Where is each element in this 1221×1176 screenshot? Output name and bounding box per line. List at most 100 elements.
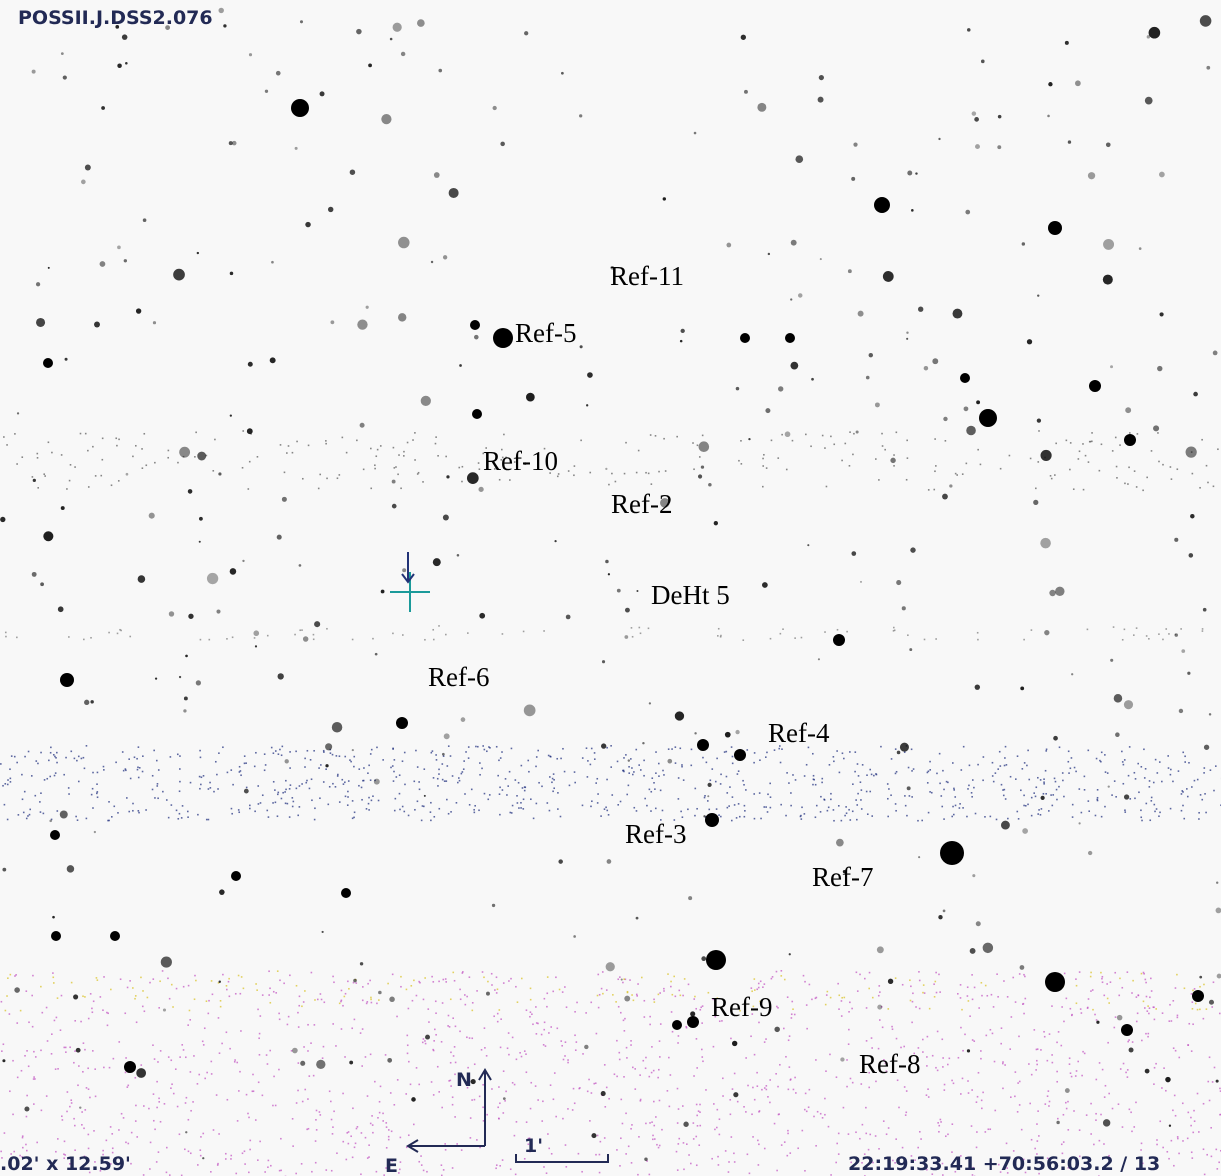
noise-dot	[262, 1095, 264, 1097]
noise-dot	[530, 798, 532, 800]
noise-dot	[363, 767, 365, 769]
noise-dot	[795, 779, 797, 781]
noise-dot	[156, 760, 158, 762]
noise-dot	[1199, 1009, 1201, 1011]
noise-dot	[915, 1006, 917, 1008]
noise-dot	[194, 975, 196, 977]
noise-dot	[1049, 1033, 1051, 1035]
noise-dot	[521, 1056, 523, 1058]
noise-dot	[741, 463, 743, 465]
noise-dot	[1127, 1076, 1129, 1078]
noise-dot	[33, 1076, 35, 1078]
noise-dot	[482, 745, 484, 747]
noise-dot	[871, 815, 873, 817]
noise-dot	[728, 1161, 730, 1163]
noise-dot	[1175, 1115, 1177, 1117]
noise-dot	[267, 1166, 269, 1168]
noise-dot	[1209, 1056, 1211, 1058]
noise-dot	[977, 632, 979, 634]
star	[2, 868, 6, 872]
noise-dot	[1134, 772, 1136, 774]
noise-dot	[691, 749, 693, 751]
noise-dot	[52, 976, 54, 978]
noise-dot	[843, 997, 845, 999]
noise-dot	[217, 1163, 219, 1165]
star	[390, 38, 393, 41]
noise-dot	[934, 981, 936, 983]
noise-dot	[754, 1054, 756, 1056]
noise-dot	[73, 1062, 75, 1064]
noise-dot	[186, 1097, 188, 1099]
noise-dot	[287, 1024, 289, 1026]
noise-dot	[445, 1149, 447, 1151]
noise-dot	[1049, 1101, 1051, 1103]
noise-dot	[693, 1075, 695, 1077]
noise-dot	[1059, 746, 1061, 748]
noise-dot	[508, 1032, 510, 1034]
noise-dot	[235, 1173, 237, 1175]
noise-dot	[728, 805, 730, 807]
noise-dot	[629, 979, 631, 981]
noise-dot	[1031, 1074, 1033, 1076]
noise-dot	[442, 779, 444, 781]
noise-dot	[1004, 765, 1006, 767]
noise-dot	[838, 1008, 840, 1010]
noise-dot	[496, 976, 498, 978]
noise-dot	[971, 1125, 973, 1127]
noise-dot	[990, 1029, 992, 1031]
noise-dot	[1084, 1053, 1086, 1055]
star	[230, 568, 237, 575]
star	[392, 480, 396, 484]
noise-dot	[1187, 796, 1189, 798]
noise-dot	[952, 1123, 954, 1125]
noise-dot	[792, 440, 794, 442]
noise-dot	[1118, 995, 1120, 997]
noise-dot	[103, 769, 105, 771]
noise-dot	[678, 1108, 680, 1110]
noise-dot	[1119, 444, 1121, 446]
star	[0, 517, 5, 522]
noise-dot	[175, 1068, 177, 1070]
noise-dot	[182, 805, 184, 807]
noise-dot	[521, 978, 523, 980]
noise-dot	[249, 805, 251, 807]
noise-dot	[348, 1143, 350, 1145]
noise-dot	[434, 1029, 436, 1031]
noise-dot	[325, 768, 327, 770]
noise-dot	[275, 1105, 277, 1107]
noise-dot	[623, 771, 625, 773]
star	[1209, 713, 1211, 715]
noise-dot	[820, 796, 822, 798]
star	[196, 680, 201, 685]
noise-dot	[992, 1033, 994, 1035]
star	[949, 484, 952, 487]
noise-dot	[74, 466, 76, 468]
noise-dot	[734, 804, 736, 806]
noise-dot	[272, 802, 274, 804]
noise-dot	[306, 780, 308, 782]
noise-dot	[960, 1027, 962, 1029]
noise-dot	[1067, 1129, 1069, 1131]
noise-dot	[108, 801, 110, 803]
noise-dot	[1188, 762, 1190, 764]
noise-dot	[967, 995, 969, 997]
bright-star	[940, 841, 964, 865]
noise-dot	[431, 976, 433, 978]
noise-dot	[473, 809, 475, 811]
noise-dot	[523, 798, 525, 800]
noise-dot	[388, 1129, 390, 1131]
noise-dot	[1063, 1141, 1065, 1143]
noise-dot	[310, 759, 312, 761]
star	[52, 916, 55, 919]
noise-dot	[116, 445, 118, 447]
star	[579, 114, 582, 117]
noise-dot	[713, 1046, 715, 1048]
noise-dot	[660, 1023, 662, 1025]
noise-dot	[888, 1127, 890, 1129]
noise-dot	[651, 777, 653, 779]
noise-dot	[1141, 820, 1143, 822]
noise-dot	[96, 977, 98, 979]
noise-dot	[484, 749, 486, 751]
star	[295, 147, 298, 150]
noise-dot	[1084, 776, 1086, 778]
